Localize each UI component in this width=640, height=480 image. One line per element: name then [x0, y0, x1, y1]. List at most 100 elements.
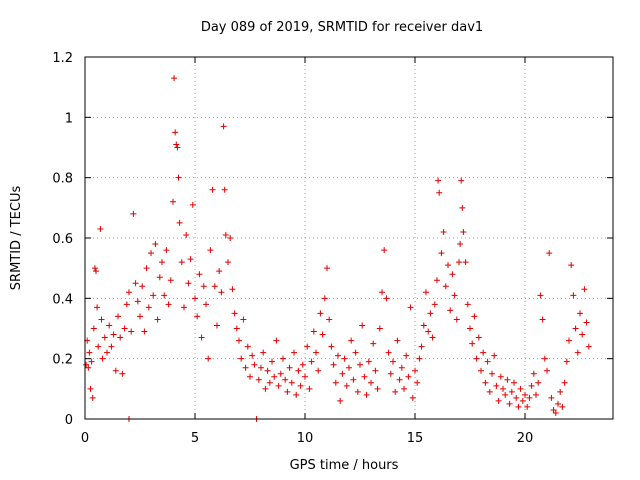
data-point — [431, 301, 438, 308]
data-point — [537, 292, 544, 299]
data-point — [264, 367, 271, 374]
data-point — [489, 370, 495, 377]
data-point — [291, 349, 297, 356]
data-point — [181, 304, 187, 311]
data-point — [462, 259, 469, 266]
data-point — [171, 75, 178, 82]
data-point — [214, 322, 220, 329]
data-point — [458, 177, 465, 184]
data-point — [372, 367, 379, 374]
data-point — [175, 174, 182, 181]
data-point — [211, 283, 218, 290]
data-point — [486, 388, 493, 395]
data-point — [293, 391, 300, 398]
data-point — [383, 295, 390, 302]
data-point — [335, 352, 341, 359]
data-point — [196, 271, 203, 278]
data-point — [480, 349, 487, 356]
data-point — [216, 268, 223, 275]
data-point — [185, 280, 192, 287]
data-point — [502, 391, 509, 398]
data-point — [572, 325, 579, 332]
data-point — [87, 385, 94, 392]
data-point — [306, 385, 313, 392]
data-point — [440, 228, 447, 235]
data-point — [328, 343, 335, 350]
data-point — [152, 241, 159, 248]
data-point — [438, 250, 445, 257]
data-point — [148, 250, 154, 257]
data-point — [233, 325, 240, 332]
data-point — [176, 219, 183, 226]
data-point — [401, 385, 407, 392]
data-point — [203, 301, 209, 308]
data-point — [409, 394, 416, 401]
data-point — [189, 201, 196, 208]
data-point — [559, 403, 566, 410]
data-point — [277, 370, 284, 377]
y-tick-label: 0.2 — [52, 353, 73, 368]
data-point — [192, 295, 198, 302]
data-point — [337, 397, 344, 404]
data-point — [173, 141, 180, 148]
data-point — [500, 385, 506, 392]
data-point — [326, 316, 333, 323]
data-point — [365, 358, 372, 365]
y-tick-label: 0 — [65, 413, 73, 428]
data-point — [407, 304, 414, 311]
data-point — [222, 231, 229, 238]
data-point — [163, 247, 170, 254]
y-tick-label: 0.6 — [52, 232, 73, 247]
data-point — [405, 373, 412, 380]
data-point — [284, 388, 291, 395]
x-axis-label: GPS time / hours — [290, 458, 399, 473]
data-point — [143, 265, 150, 272]
data-point — [266, 379, 273, 386]
data-point — [304, 343, 311, 350]
data-point — [581, 286, 588, 293]
y-tick-label: 1.2 — [52, 51, 73, 66]
points-layer — [83, 75, 592, 422]
data-point — [456, 259, 462, 266]
data-point — [511, 379, 517, 386]
data-point — [557, 388, 564, 395]
data-point — [187, 256, 194, 263]
data-point — [376, 325, 383, 332]
data-point — [506, 400, 513, 407]
data-point — [282, 376, 289, 383]
data-point — [418, 343, 425, 350]
data-point — [174, 144, 181, 151]
data-point — [354, 388, 361, 395]
data-point — [319, 331, 326, 338]
data-point — [339, 370, 346, 377]
data-point — [346, 364, 352, 371]
data-point — [227, 235, 234, 241]
data-point — [361, 373, 368, 380]
data-point — [139, 283, 146, 290]
data-point — [98, 316, 105, 323]
data-point — [528, 382, 535, 389]
data-point — [412, 367, 418, 374]
data-point — [249, 352, 256, 359]
data-point — [221, 186, 228, 193]
data-point — [273, 337, 280, 344]
data-point — [526, 394, 533, 401]
data-point — [519, 397, 526, 404]
data-point — [86, 349, 93, 356]
data-point — [403, 352, 410, 359]
data-point — [579, 331, 586, 338]
data-point — [200, 283, 207, 290]
data-point — [348, 337, 355, 344]
data-point — [115, 313, 121, 320]
data-point — [95, 343, 102, 350]
data-point — [242, 364, 249, 371]
data-point — [379, 289, 385, 296]
data-point — [530, 370, 537, 377]
data-point — [260, 349, 267, 356]
data-point — [220, 123, 227, 130]
data-point — [141, 328, 148, 335]
data-point — [275, 382, 282, 389]
data-point — [126, 289, 132, 296]
data-point — [420, 322, 427, 329]
data-point — [128, 328, 135, 335]
